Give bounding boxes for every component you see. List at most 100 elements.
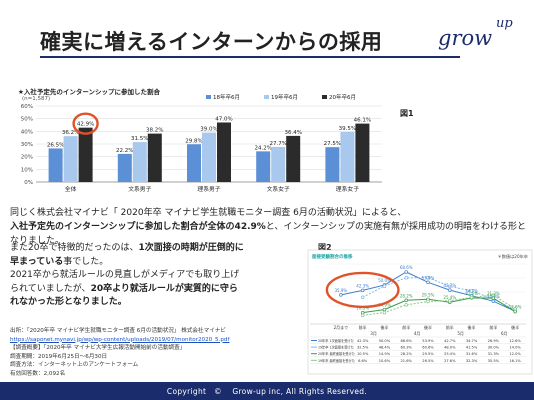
x-tick-label: 後半	[511, 324, 519, 330]
data-point	[448, 298, 452, 303]
data-label: 31.6%	[465, 291, 478, 296]
chart-frame	[307, 249, 533, 375]
emphasis-text: れなかった形となりました。	[10, 297, 127, 307]
table-cell: 50.0%	[379, 339, 391, 343]
emphasis-text: 1次面接の時期が圧倒的に	[138, 243, 244, 253]
month-group-label: 6月	[501, 331, 508, 336]
table-cell: 21.6%	[401, 359, 413, 363]
figure1-label: 図1	[400, 109, 414, 118]
data-label: 29.8%	[185, 138, 202, 144]
data-point	[360, 313, 365, 318]
y-tick-label: 30%	[21, 142, 33, 148]
bar	[187, 144, 201, 182]
x-tick-label: 前半	[489, 324, 497, 330]
series-line	[362, 294, 516, 316]
y-tick-label: 50%	[21, 117, 33, 123]
highlight-circle	[325, 271, 400, 309]
month-group-label: 5月	[457, 331, 464, 336]
data-label: 25.4%	[443, 295, 456, 300]
month-group-label: 4月	[414, 331, 421, 336]
table-cell: 35.5%	[488, 359, 500, 363]
data-label: 42.9%	[77, 122, 94, 128]
data-point	[513, 309, 517, 314]
data-point	[382, 284, 387, 288]
table-cell: 32.3%	[466, 359, 478, 363]
figure1-title: ★入社予定先のインターンシップに参加した割合	[18, 88, 161, 96]
table-cell: 34.7%	[466, 339, 478, 343]
data-point	[469, 289, 474, 293]
series-name: 20年卒 最終面接を受けた	[318, 351, 355, 356]
data-point	[426, 280, 430, 285]
y-tick-label: 40%	[21, 129, 33, 135]
data-label: 46.1%	[354, 118, 371, 124]
bar	[286, 135, 301, 182]
legend-label: 18年卒6月	[213, 93, 240, 101]
data-label: 27.7%	[269, 141, 286, 147]
table-cell: 68.6%	[401, 339, 413, 343]
table-cell: 42.3%	[357, 339, 369, 343]
data-label: 35.9%	[335, 288, 348, 293]
legend-swatch	[206, 95, 211, 99]
data-label: 26.9%	[487, 294, 500, 299]
table-cell: 26.9%	[488, 339, 500, 343]
figure1-sample-size: (n=1,587)	[22, 96, 51, 102]
figure2-svg: 面接受験割合の推移 ＊数値は20年卒 35.9% 42.3% 50.0% 68.6% 53.…	[307, 249, 533, 375]
bar	[271, 146, 286, 182]
data-label: 26.5%	[47, 142, 64, 148]
paragraph-interview-line3: 2021卒から就活ルールの見直しがメディアでも取り上げ	[10, 270, 240, 280]
data-label: 42.3%	[356, 283, 369, 288]
logo-text-up: up	[496, 16, 513, 31]
paragraph-interview: また20卒で特徴的だったのは、1次面接の時期が圧倒的に 早まっている事でした。 …	[10, 242, 310, 310]
category-label: 文系女子	[267, 185, 290, 193]
source-link[interactable]: https://saponet.mynavi.jp/wp/wp-content/…	[10, 336, 230, 343]
survey-responses: 有効回答数：2,092名	[10, 370, 66, 377]
y-tick-label: 0%	[24, 180, 33, 186]
data-label: 38.2%	[146, 128, 163, 134]
bar	[256, 151, 271, 182]
bar	[48, 148, 63, 182]
x-tick-label: 後半	[468, 324, 476, 330]
data-point	[513, 306, 517, 311]
paragraph-interview-line4: られていましたが、20卒より就活ルールが実質的に守ら	[10, 283, 310, 297]
emphasis-text: 早まっている	[10, 256, 64, 267]
data-point	[448, 284, 452, 289]
footer-bar: Copyright © Grow-up inc, All Rights Rese…	[0, 382, 534, 400]
table-cell: 27.6%	[444, 359, 456, 363]
paragraph-text: 事でした。	[63, 256, 109, 267]
bar	[325, 147, 340, 182]
category-label: 理系女子	[336, 185, 359, 193]
bar	[117, 153, 132, 182]
paragraph-text: と、インターンシップの実施有無が採用成功の明暗をわける形と	[265, 222, 526, 232]
data-point	[360, 295, 365, 299]
data-point	[382, 310, 387, 315]
figure2-note: ＊数値は20年卒	[498, 253, 528, 260]
data-label: 14.9%	[378, 303, 391, 308]
bar	[132, 142, 147, 182]
legend-swatch	[264, 95, 269, 99]
table-cell: 32.5%	[357, 346, 369, 350]
figure2-title: 面接受験割合の推移	[312, 253, 353, 260]
table-cell: 10.6%	[379, 359, 391, 363]
table-cell: 28.2%	[401, 352, 413, 356]
data-point	[426, 275, 430, 280]
paragraph-intro-line2: 入社予定先のインターンシップに参加した割合が全体の42.9%と、インターンシップ…	[10, 220, 526, 234]
table-cell: 12.6%	[509, 339, 521, 343]
data-point	[404, 270, 408, 274]
bar	[78, 127, 93, 182]
data-label: 53.9%	[422, 275, 435, 280]
copyright-text: Copyright © Grow-up inc, All Rights Rese…	[166, 387, 368, 396]
table-cell: 48.4%	[379, 346, 391, 350]
table-cell: 60.6%	[422, 346, 434, 350]
bar	[147, 133, 162, 182]
table-cell: 53.9%	[422, 339, 434, 343]
table-cell: 14.9%	[379, 352, 391, 356]
figure1-svg: 0% 10% 20% 30% 40% 50% 60% 26.5% 36.2% 42.9% 全体 22.…	[21, 93, 382, 193]
data-label: 36.4%	[284, 130, 301, 136]
data-label: 31.5%	[131, 136, 148, 142]
source-line: 出所：「2020年卒 マイナビ学生就職モニター調査 6月の活動状況」 株式会社マ…	[10, 328, 226, 334]
category-label: 文系男子	[128, 185, 151, 193]
data-point	[426, 299, 430, 304]
data-point	[339, 293, 343, 297]
data-label: 47.0%	[215, 116, 232, 122]
paragraph-interview-line5: れなかった形となりました。	[10, 296, 310, 310]
